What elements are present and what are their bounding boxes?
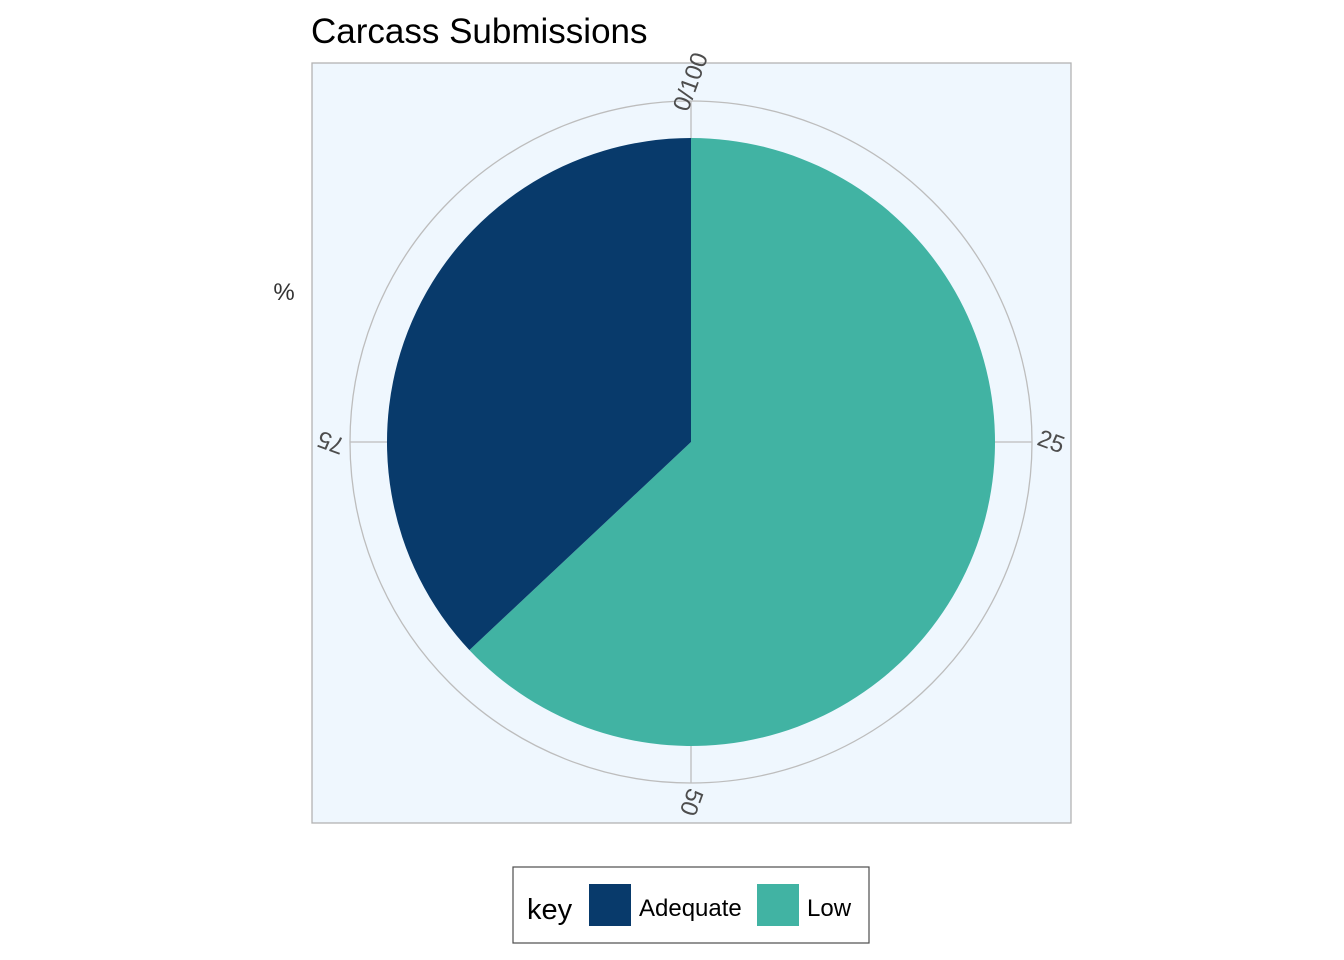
legend-items: Adequate Low: [589, 884, 852, 926]
legend-label-low: Low: [807, 895, 852, 922]
legend-swatch-adequate: [589, 884, 631, 926]
tick-marks: [350, 101, 1032, 783]
pie-slice-low: [469, 138, 995, 746]
y-axis-label: %: [273, 279, 294, 306]
legend: key Adequate Low: [512, 866, 870, 944]
legend-title: key: [527, 894, 573, 926]
legend-label-adequate: Adequate: [639, 895, 742, 922]
pie-slices: [386, 137, 995, 746]
pie-slice-adequate: [386, 137, 691, 651]
chart-title: Carcass Submissions: [311, 12, 648, 51]
legend-box: [512, 866, 870, 944]
legend-swatch-low: [757, 884, 799, 926]
